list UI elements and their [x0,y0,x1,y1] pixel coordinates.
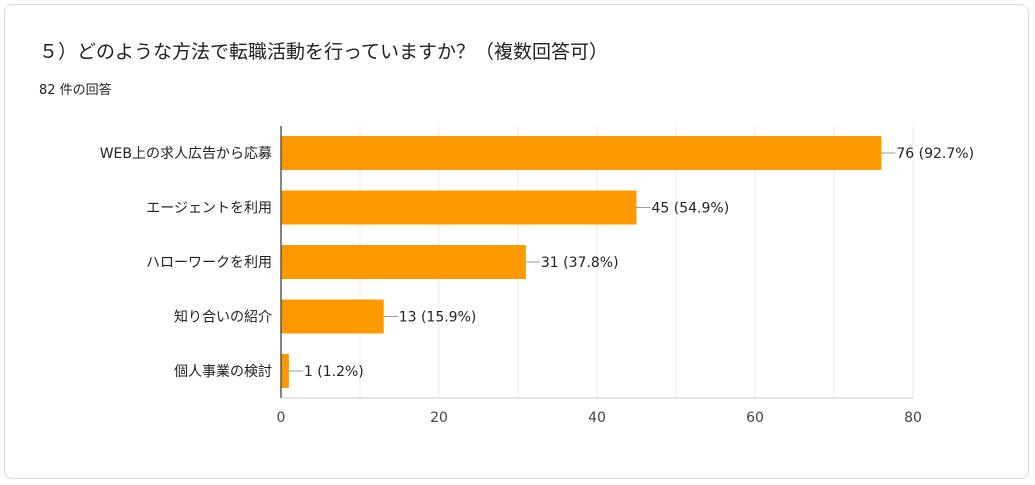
bar [281,354,289,388]
x-tick-label: 80 [904,410,922,426]
bar [281,299,384,334]
x-tick-label: 40 [588,410,606,426]
response-count: 82 件の回答 [39,83,112,98]
data-label: 45 (54.9%) [652,201,730,217]
data-label: 31 (37.8%) [541,255,619,271]
category-label: エージェントを利用 [146,201,272,217]
x-tick-label: 60 [746,410,764,426]
category-label: WEB上の求人広告から応募 [100,146,272,162]
category-label: 個人事業の検討 [174,364,272,380]
category-label: 知り合いの紹介 [174,309,272,326]
data-label: 1 (1.2%) [304,364,364,380]
chart-card: ５）どのような方法で転職活動を行っていますか？（複数回答可） 82 件の回答 [4,4,1029,479]
x-tick-label: 20 [430,410,448,426]
bar [281,245,526,279]
bar [281,190,637,225]
bar [281,136,882,170]
category-label: ハローワークを利用 [146,255,272,271]
data-label: 76 (92.7%) [896,146,974,162]
x-tick-label: 0 [277,410,286,426]
data-label: 13 (15.9%) [399,310,477,326]
question-title: ５）どのような方法で転職活動を行っていますか？（複数回答可） [39,41,609,63]
